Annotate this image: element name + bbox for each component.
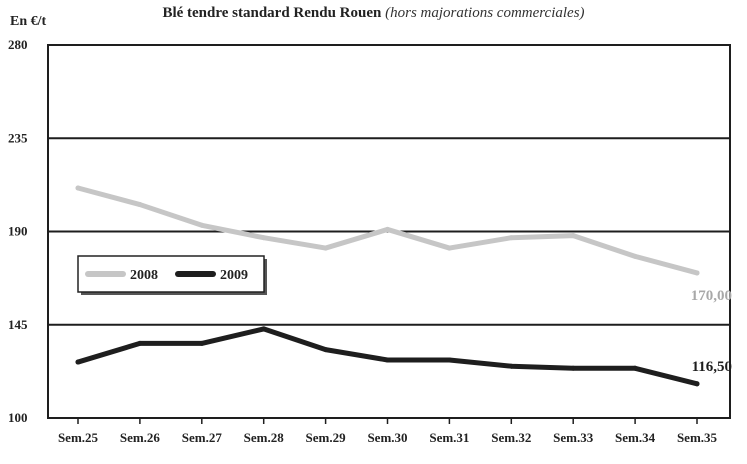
x-tick-label: Sem.32 [491,430,531,445]
data-point-2009 [323,347,329,353]
data-point-2009 [261,326,267,332]
data-point-2009 [199,340,205,346]
x-tick-label: Sem.34 [615,430,656,445]
y-tick-label: 145 [8,317,28,332]
data-point-2008 [570,233,576,239]
chart-subtitle: (hors majorations commerciales) [385,5,585,21]
y-tick-label: 190 [8,224,28,239]
data-point-2008 [385,226,390,232]
data-point-2008 [261,235,267,241]
x-tick-label: Sem.29 [306,430,347,445]
y-tick-label: 280 [8,37,28,52]
data-point-2008 [508,235,514,241]
legend-label-2009: 2009 [220,268,248,283]
data-point-2008 [137,202,143,208]
chart-title: Blé tendre standard Rendu Rouen (hors ma… [0,5,747,22]
legend-label-2008: 2008 [130,268,158,283]
x-tick-label: Sem.26 [120,430,161,445]
data-point-2009 [385,357,390,363]
data-point-2009 [632,365,638,371]
data-point-2008 [694,270,700,276]
chart-title-main: Blé tendre standard Rendu Rouen [162,5,382,21]
x-tick-label: Sem.27 [182,430,223,445]
data-point-2008 [75,185,81,191]
end-label-2008: 170,00 [691,288,732,304]
x-tick-label: Sem.25 [58,430,99,445]
data-point-2008 [632,253,638,259]
data-point-2009 [446,357,452,363]
x-tick-label: Sem.30 [367,430,407,445]
data-point-2009 [75,359,81,365]
series-line-2009 [75,326,700,387]
data-point-2008 [323,245,329,251]
data-point-2009 [570,365,576,371]
x-tick-label: Sem.28 [244,430,285,445]
data-point-2009 [137,340,143,346]
y-tick-label: 235 [8,130,28,145]
y-axis-unit-label: En €/t [10,14,47,29]
end-label-2009: 116,50 [692,359,732,375]
x-tick-label: Sem.33 [553,430,594,445]
data-point-2009 [694,381,700,387]
data-point-2009 [508,363,514,369]
data-point-2008 [199,222,205,228]
y-tick-label: 100 [8,410,28,425]
x-tick-label: Sem.35 [677,430,718,445]
x-tick-label: Sem.31 [429,430,469,445]
data-point-2008 [446,245,452,251]
